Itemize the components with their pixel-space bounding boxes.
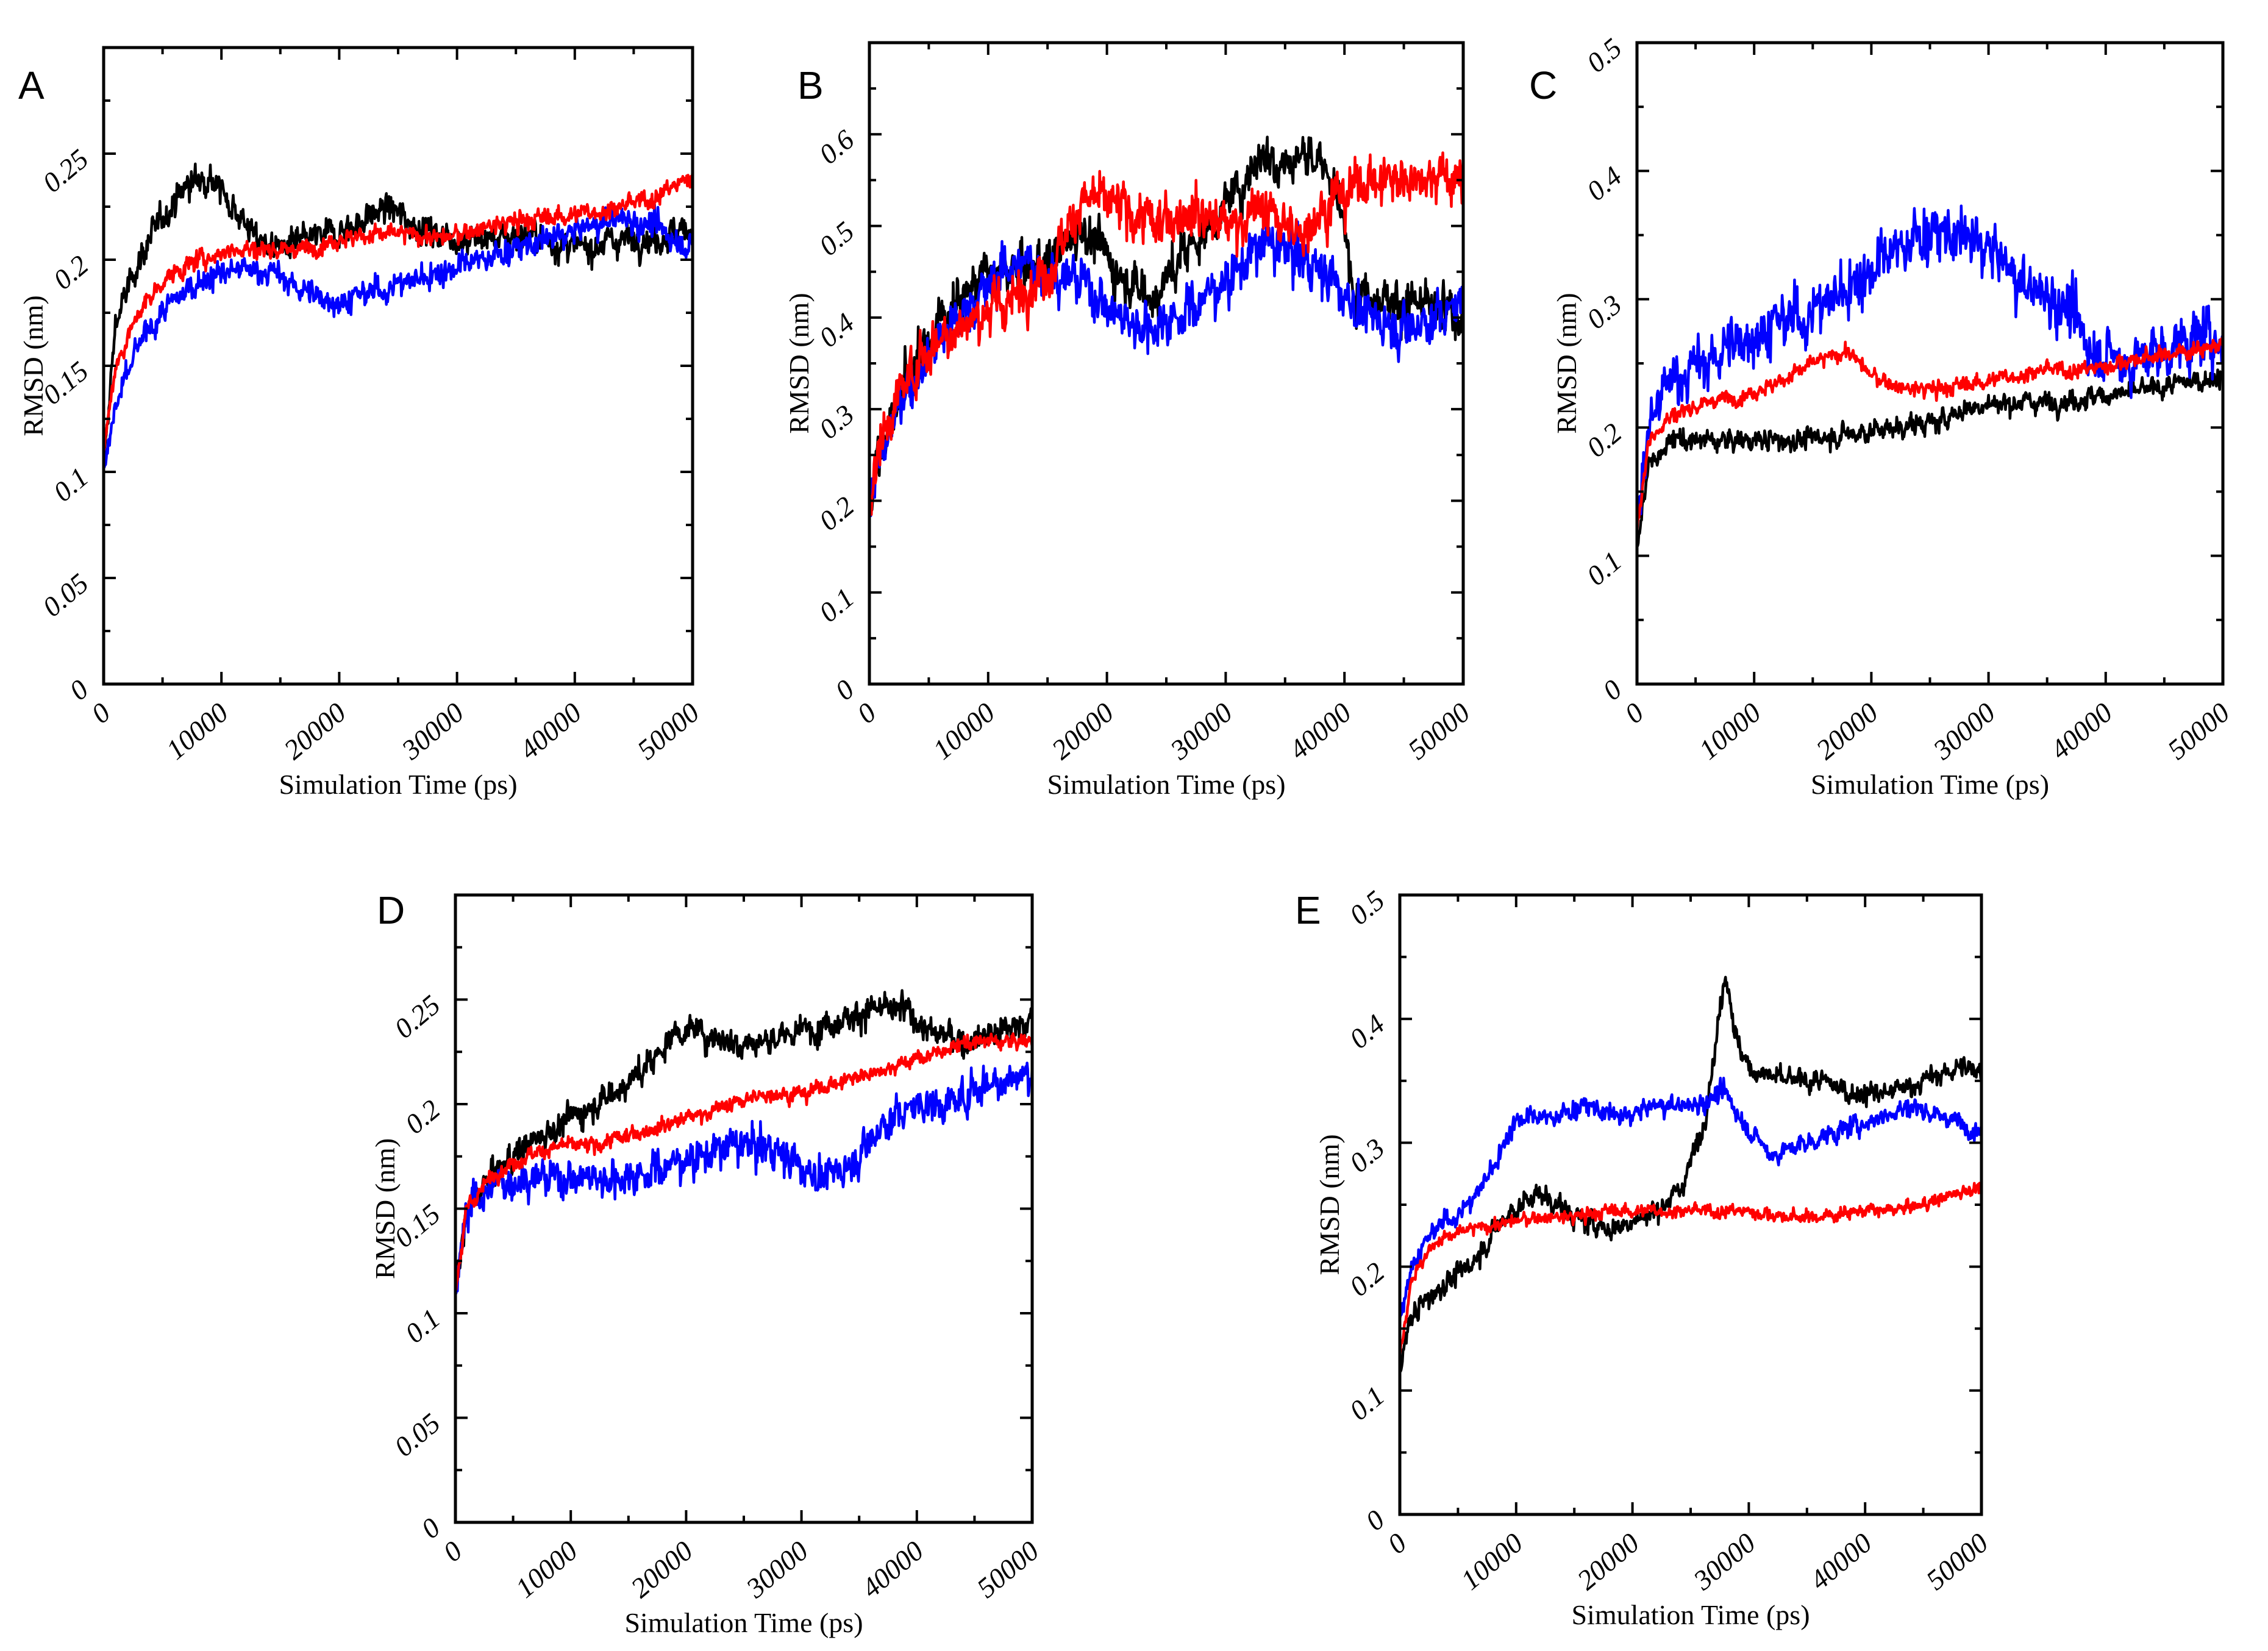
panel-letter: A (18, 63, 45, 107)
series-line-blue (104, 203, 693, 469)
series-group (104, 162, 693, 469)
y-axis-title: RMSD (nm) (369, 1138, 401, 1279)
x-axis-title: Simulation Time (ps) (624, 1607, 863, 1638)
panel-letter: B (797, 63, 824, 107)
series-line-red (869, 151, 1463, 516)
panel-letter: E (1295, 888, 1321, 932)
x-axis-title: Simulation Time (ps) (1571, 1599, 1810, 1630)
series-line-red (1400, 1182, 1981, 1357)
x-axis-title: Simulation Time (ps) (279, 769, 517, 800)
series-line-blue (869, 217, 1463, 518)
y-axis-title: RMSD (nm) (1551, 293, 1582, 433)
y-axis-title: RMSD (nm) (1314, 1134, 1345, 1275)
y-axis-title: RMSD (nm) (18, 295, 49, 436)
series-group (1637, 204, 2223, 547)
series-group (1400, 975, 1981, 1373)
series-group (869, 135, 1463, 521)
series-line-red (455, 1032, 1032, 1292)
series-line-black (1637, 368, 2223, 547)
series-line-blue (1637, 204, 2223, 522)
series-line-blue (1400, 1077, 1981, 1321)
series-line-black (104, 162, 693, 465)
series-group (455, 989, 1032, 1295)
x-axis-title: Simulation Time (ps) (1811, 769, 2049, 800)
series-line-red (1637, 337, 2223, 534)
panel-letter: D (377, 888, 405, 932)
x-axis-title: Simulation Time (ps) (1047, 769, 1285, 800)
series-line-black (869, 135, 1463, 521)
series-line-black (455, 989, 1032, 1291)
y-axis-title: RMSD (nm) (783, 293, 815, 433)
series-line-blue (455, 1061, 1032, 1295)
panel-letter: C (1529, 63, 1557, 107)
series-line-red (104, 170, 693, 454)
